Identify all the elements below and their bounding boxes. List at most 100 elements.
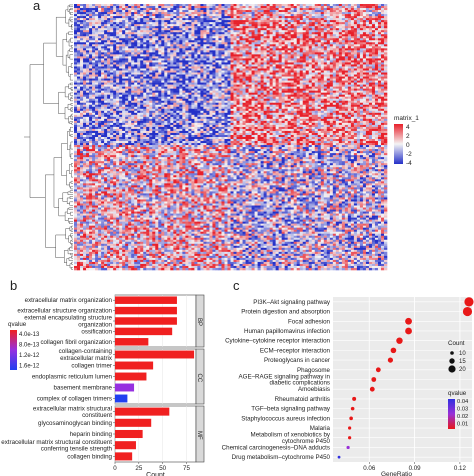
dot-qvalue-legend: qvalue 0.04 0.030.02 0.01 <box>448 390 469 429</box>
bar-category-label: complex of collagen trimers <box>37 396 112 403</box>
dot-point <box>387 357 394 363</box>
dot-category-label: Phagosome <box>297 367 331 374</box>
dot-category-label: Amoebiasis <box>298 386 330 393</box>
dot-category-label: diabetic complications <box>269 380 330 387</box>
bar <box>115 317 177 325</box>
dot-point <box>390 347 397 354</box>
dot-point <box>405 327 412 335</box>
dot-category-label: Chemical carcinogenesis–DNA adducts <box>222 444 330 451</box>
bar <box>115 407 170 416</box>
count-legend-tick: 15 <box>459 359 466 365</box>
dot-x-tick-label: 0.06 <box>363 465 376 472</box>
bar <box>115 306 177 315</box>
bar-legend-tick: 8.0e-13 <box>19 343 40 349</box>
bar-legend-title: qvalue <box>8 321 27 328</box>
bar <box>115 350 195 359</box>
bar-category-label: glycosaminoglycan binding <box>38 420 113 427</box>
panel-b-label: b <box>10 278 18 293</box>
heatmap-legend-tick: 0 <box>406 142 410 149</box>
dot-category-label: ECM–receptor interaction <box>260 347 331 354</box>
bar <box>115 296 177 304</box>
bar-category-label: extracellular matrix structural constitu… <box>1 439 112 446</box>
bar-category-label: organization <box>78 321 112 328</box>
dot-point <box>337 455 341 459</box>
heatmap-legend: matrix_1 4 2 0 -2 -4 <box>394 115 419 167</box>
dot-point <box>348 436 352 440</box>
dot-category-label: PI3K–Akt signaling pathway <box>253 299 331 306</box>
bar <box>115 361 154 370</box>
dot-category-label: Focal adhesion <box>288 318 331 325</box>
x-axis-label: Count <box>146 472 165 476</box>
dot-legend-tick: 0.01 <box>457 422 468 428</box>
count-legend-title: Count <box>448 340 465 347</box>
dot-point <box>405 317 412 325</box>
dot-category-label: Protein digestion and absorption <box>241 309 330 316</box>
bar-category-label: collagen binding <box>67 453 112 460</box>
dot-category-label: Drug metabolism–cytochrome P450 <box>232 454 331 461</box>
bar-legend-tick: 1.2e-12 <box>19 353 40 359</box>
dot-point <box>375 367 381 373</box>
heatmap-cells <box>74 4 388 271</box>
dot-point <box>369 386 375 392</box>
bar <box>115 452 133 461</box>
dot-x-tick-label: 0.09 <box>409 465 422 472</box>
dot-point <box>352 396 357 401</box>
bar-category-label: extracellular matrix structural <box>33 405 112 412</box>
dot-point <box>346 445 350 450</box>
heatmap-panel: matrix_1 4 2 0 -2 -4 <box>24 4 419 271</box>
bar-category-label: extracellular matrix <box>60 355 113 362</box>
dot-legend-title: qvalue <box>448 390 467 397</box>
row-dendrogram <box>24 4 73 270</box>
bar-category-label: heparin binding <box>70 431 113 438</box>
bar-category-label: ossification <box>81 328 112 335</box>
facet-strip-label: MF <box>196 431 202 440</box>
x-tick-label: 0 <box>113 465 117 472</box>
dot-category-label: TGF–beta signaling pathway <box>251 406 331 413</box>
dot-point <box>349 416 353 421</box>
dot-category-label: cytochrome P450 <box>282 438 331 445</box>
dot-category-label: Metabolism of xenobiotics by <box>251 432 331 439</box>
bar-category-label: conferring tensile strength <box>41 446 113 453</box>
dot-category-label: Proteoglycans in cancer <box>264 357 330 364</box>
heatmap-legend-tick: 2 <box>406 133 410 140</box>
bar <box>115 441 136 450</box>
bar-legend-tick: 4.0e-13 <box>19 332 40 338</box>
bar-category-label: collagen-containing <box>59 348 113 355</box>
dot-point <box>350 406 355 411</box>
dot-legend-tick: 0.02 <box>457 414 468 420</box>
heatmap-legend-tick: 4 <box>406 124 410 131</box>
facet-strip-label: CC <box>196 374 202 383</box>
bar-category-label: endoplasmic reticulum lumen <box>32 374 113 381</box>
bar-legend-tick: 1.6e-12 <box>19 364 40 370</box>
bar-category-label: basement membrane <box>54 385 113 392</box>
count-legend-tick: 20 <box>459 367 466 373</box>
bar-category-label: constituent <box>82 412 112 419</box>
x-tick-label: 25 <box>135 465 142 472</box>
dot-point <box>371 377 377 382</box>
dot-x-axis-label: GeneRatio <box>381 471 412 476</box>
dot-category-label: Rheumatoid arthritis <box>275 396 330 403</box>
facet-mf: MF extracellular matrix structuralconstit… <box>1 405 205 463</box>
dot-point <box>348 426 352 430</box>
bar <box>115 372 147 381</box>
bar <box>115 429 143 439</box>
bar <box>115 394 128 403</box>
heatmap-legend-tick: -4 <box>406 160 412 167</box>
bar-category-label: collagen trimer <box>71 363 112 370</box>
dot-category-label: Malaria <box>310 425 331 432</box>
heatmap-legend-tick: -2 <box>406 151 412 158</box>
dot-category-label: Human papillomavirus infection <box>244 328 331 335</box>
dot-legend-tick: 0.04 <box>457 399 469 405</box>
bar <box>115 383 135 392</box>
count-legend-tick: 10 <box>459 351 466 357</box>
dot-x-tick-label: 0.12 <box>454 465 467 472</box>
facet-bp: BP extracellular matrix organization extra… <box>17 294 205 348</box>
dot-category-label: Staphylococcus aureus infection <box>241 415 330 422</box>
panel-a-label: a <box>33 0 41 13</box>
x-tick-label: 75 <box>183 465 190 472</box>
dot-point <box>462 306 473 317</box>
facet-strip-label: BP <box>196 318 202 326</box>
